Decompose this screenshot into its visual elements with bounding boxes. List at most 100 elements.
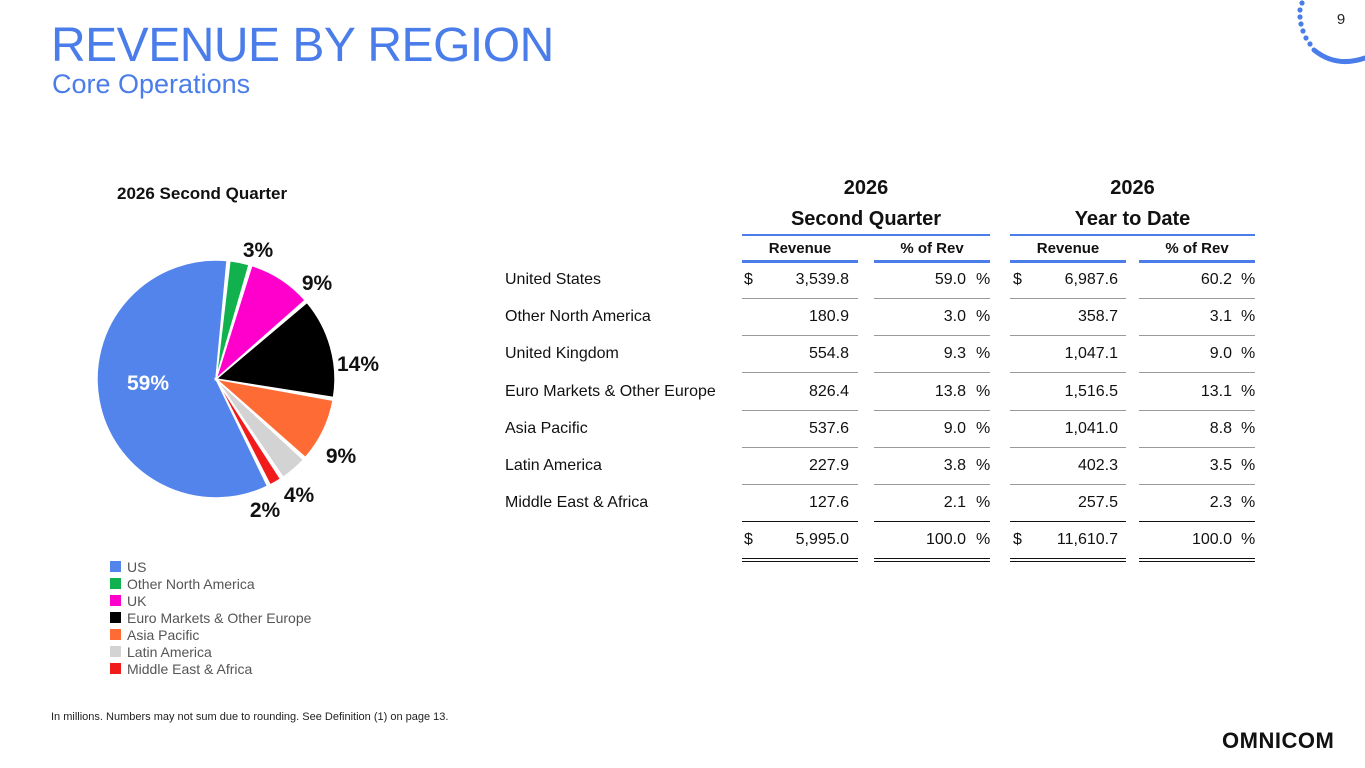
cell-ytd-percent: 100.0 [1191, 531, 1232, 549]
currency-symbol: $ [1013, 271, 1022, 288]
pie-data-label: 9% [302, 272, 333, 295]
column-underline [742, 260, 858, 263]
cell-q-revenue: 5,995.0 [795, 531, 849, 549]
cell-q-percent: 13.8 [934, 382, 966, 400]
legend-label: UK [127, 592, 147, 609]
cell-q-percent: 3.8 [943, 457, 966, 474]
percent-symbol: % [1241, 345, 1256, 363]
legend-label: Latin America [127, 643, 212, 660]
cell-q-percent: 9.3 [943, 345, 966, 363]
row-rule [742, 335, 858, 337]
cell-ytd-percent: 13.1 [1200, 382, 1232, 400]
row-rule [742, 409, 858, 411]
group-underline [1010, 234, 1255, 236]
cell-q-percent: 2.1 [943, 494, 966, 512]
row-label: Latin America [505, 457, 602, 474]
total-double-rule [874, 561, 990, 563]
legend-item: US [110, 558, 311, 575]
row-rule [1010, 484, 1126, 485]
percent-symbol: % [976, 419, 991, 437]
legend-item: UK [110, 592, 311, 609]
pie-slice-uk [214, 264, 307, 382]
cell-q-revenue: 537.6 [808, 419, 849, 437]
row-label: Middle East & Africa [505, 494, 649, 512]
cell-q-percent: 3.0 [943, 308, 966, 326]
percent-symbol: % [1241, 271, 1256, 288]
cell-ytd-revenue: 257.5 [1077, 494, 1118, 512]
row-rule [1139, 409, 1255, 411]
legend-label: Middle East & Africa [127, 660, 253, 677]
cell-ytd-revenue: 6,987.6 [1064, 271, 1118, 288]
chart-legend: US Other North America UK Euro Markets & Ot… [110, 558, 311, 677]
legend-item: Other North America [110, 575, 311, 592]
footnote: In millions. Numbers may not sum due to … [51, 711, 449, 723]
percent-symbol: % [1241, 419, 1256, 437]
cell-ytd-revenue: 402.3 [1077, 457, 1118, 474]
pie-slice-asia-pacific [213, 377, 334, 459]
group-year: 2026 [843, 177, 889, 199]
cell-ytd-revenue: 358.7 [1077, 308, 1118, 326]
percent-symbol: % [976, 531, 991, 549]
cell-ytd-revenue: 1,047.1 [1064, 345, 1118, 363]
row-rule [742, 298, 858, 299]
chart-title: 2026 Second Quarter [117, 184, 288, 203]
cell-ytd-revenue: 1,041.0 [1064, 419, 1118, 437]
cell-q-revenue: 826.4 [808, 382, 849, 400]
percent-symbol: % [1241, 494, 1256, 512]
column-header: % of Rev [900, 240, 964, 257]
row-rule [874, 446, 990, 448]
row-rule [874, 372, 990, 374]
pie-data-label: 14% [337, 353, 379, 376]
pie-slice-middle-east-africa [215, 378, 282, 486]
legend-label: Other North America [127, 575, 255, 592]
cell-q-percent: 9.0 [943, 419, 966, 437]
row-rule [1139, 335, 1255, 337]
legend-item: Middle East & Africa [110, 660, 311, 677]
total-double-rule [742, 558, 858, 560]
row-rule [1010, 409, 1126, 411]
percent-symbol: % [976, 457, 991, 474]
row-label: United States [505, 271, 602, 288]
pie-slice-us [96, 259, 269, 499]
column-underline [874, 260, 990, 263]
row-rule [1139, 484, 1255, 485]
percent-symbol: % [1241, 382, 1256, 400]
row-rule [1010, 335, 1126, 337]
legend-swatch [110, 663, 121, 674]
cell-ytd-percent: 3.1 [1209, 308, 1232, 326]
group-period: Year to Date [1074, 208, 1191, 230]
group-underline [742, 234, 990, 236]
currency-symbol: $ [1013, 531, 1022, 549]
row-rule [1010, 372, 1126, 374]
percent-symbol: % [976, 308, 991, 326]
row-label: Asia Pacific [505, 419, 588, 437]
currency-symbol: $ [744, 531, 753, 549]
row-rule [742, 521, 858, 523]
page-title: REVENUE BY REGION [51, 19, 554, 72]
row-rule [874, 484, 990, 485]
legend-swatch [110, 561, 121, 572]
legend-swatch [110, 629, 121, 640]
percent-symbol: % [976, 494, 991, 512]
cell-ytd-percent: 9.0 [1209, 345, 1232, 363]
column-header: % of Rev [1165, 240, 1229, 257]
percent-symbol: % [1241, 308, 1256, 326]
pie-slice-latin-america [215, 378, 305, 479]
row-rule [742, 484, 858, 485]
row-rule [874, 521, 990, 523]
cell-ytd-percent: 3.5 [1209, 457, 1232, 474]
row-rule [1139, 372, 1255, 374]
total-double-rule [1010, 561, 1126, 563]
total-double-rule [874, 558, 990, 560]
row-rule [1139, 446, 1255, 448]
pie-data-label: 2% [250, 499, 281, 522]
total-double-rule [1139, 558, 1255, 560]
pie-slice-euro-markets-other-europe [214, 301, 336, 399]
row-rule [1139, 298, 1255, 299]
company-logo: OMNICOM [1222, 728, 1335, 753]
legend-label: Asia Pacific [127, 626, 200, 643]
cell-q-percent: 59.0 [934, 271, 966, 288]
row-rule [742, 446, 858, 448]
row-rule [1010, 521, 1126, 523]
percent-symbol: % [976, 382, 991, 400]
